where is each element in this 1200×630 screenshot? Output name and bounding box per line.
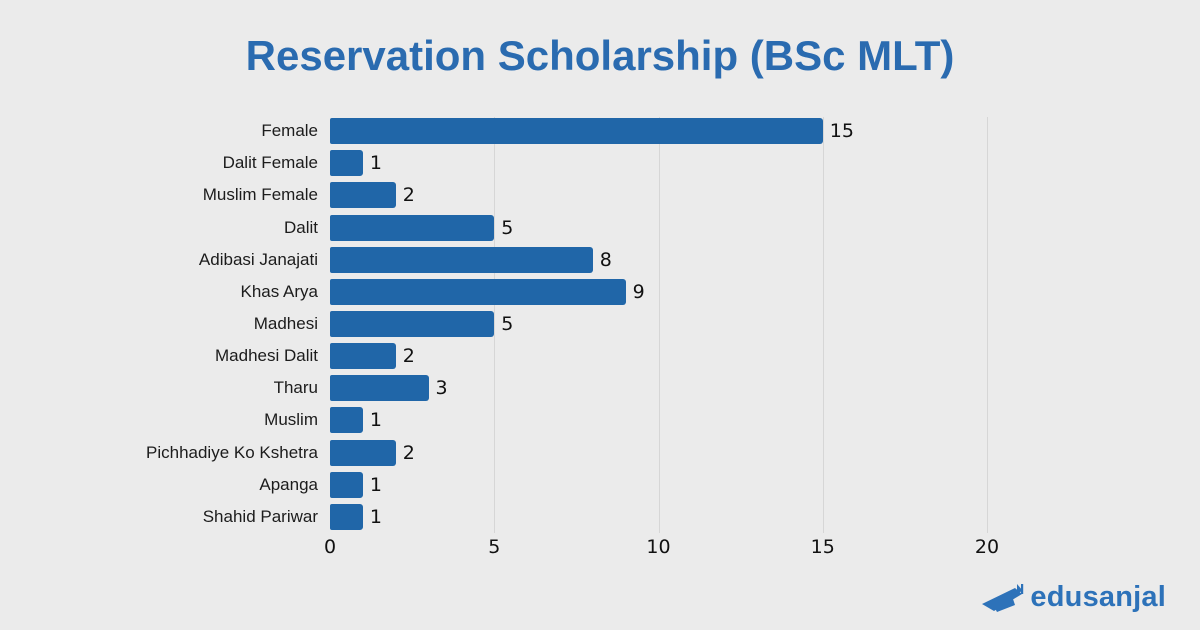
x-tick-label: 5	[488, 536, 501, 558]
category-label: Tharu	[273, 378, 318, 398]
bar	[330, 407, 363, 434]
value-label: 2	[402, 441, 415, 464]
category-label: Muslim Female	[202, 185, 318, 205]
value-label: 1	[369, 505, 382, 528]
bar	[330, 375, 429, 402]
bar	[330, 439, 396, 466]
bar	[330, 214, 495, 241]
bar-row: Muslim 1	[0, 404, 854, 436]
value-label: 2	[402, 184, 415, 207]
category-label: Female	[261, 121, 318, 141]
bar	[330, 471, 363, 498]
bar-row: Apanga 1	[0, 469, 854, 501]
bar	[330, 118, 823, 145]
bar-row: Pichhadiye Ko Kshetra 2	[0, 437, 854, 469]
bar	[330, 503, 363, 530]
x-tick-label: 20	[974, 536, 1000, 558]
gridline-15	[822, 117, 824, 533]
gridline-5	[494, 117, 496, 533]
gridline-10	[658, 117, 660, 533]
bar-row: Shahid Pariwar 1	[0, 501, 854, 533]
bar	[330, 343, 396, 370]
category-label: Adibasi Janajati	[198, 249, 318, 269]
category-label: Madhesi Dalit	[215, 346, 318, 366]
graduation-cap-icon	[982, 584, 1024, 612]
chart-title: Reservation Scholarship (BSc MLT)	[245, 32, 955, 79]
category-label: Dalit	[283, 217, 318, 237]
x-tick-label: 15	[810, 536, 835, 558]
category-label: Shahid Pariwar	[202, 506, 318, 526]
value-label: 1	[369, 409, 382, 432]
bar-row: Khas Arya 9	[0, 276, 854, 308]
category-label: Muslim	[264, 410, 318, 430]
logo-text: edusanjal	[1030, 581, 1166, 613]
bar-row: Dalit Female 1	[0, 147, 854, 179]
x-tick-label: 0	[323, 536, 337, 558]
value-label: 9	[632, 280, 645, 303]
value-label: 5	[501, 313, 514, 336]
x-tick-label: 10	[646, 536, 671, 558]
edusanjal-logo: edusanjal	[982, 581, 1166, 614]
bar	[330, 311, 495, 338]
category-label: Apanga	[259, 474, 318, 494]
value-label: 2	[402, 345, 415, 368]
category-label: Dalit Female	[222, 153, 318, 173]
value-label: 8	[599, 248, 612, 271]
bar-row: Adibasi Janajati 8	[0, 244, 854, 276]
value-label: 1	[369, 152, 382, 175]
bar-rows: Female 15 Dalit Female 1 Muslim Female 2 Dalit…	[0, 115, 854, 533]
bar-row: Madhesi 5	[0, 308, 854, 340]
bar-row: Tharu 3	[0, 372, 854, 404]
value-label: 5	[501, 216, 514, 239]
bar-row: Female 15	[0, 115, 854, 147]
value-label: 1	[369, 473, 382, 496]
bar-row: Madhesi Dalit 2	[0, 340, 854, 372]
bar-row: Muslim Female 2	[0, 179, 854, 211]
bar	[330, 246, 593, 273]
bar	[330, 278, 626, 305]
value-label: 3	[435, 377, 448, 400]
category-label: Madhesi	[253, 314, 318, 334]
category-label: Khas Arya	[240, 281, 319, 301]
value-label: 15	[829, 120, 854, 143]
bar-row: Dalit 5	[0, 211, 854, 243]
bar	[330, 182, 396, 209]
gridline-20	[987, 117, 988, 533]
bar	[330, 150, 363, 177]
category-label: Pichhadiye Ko Kshetra	[146, 442, 318, 462]
